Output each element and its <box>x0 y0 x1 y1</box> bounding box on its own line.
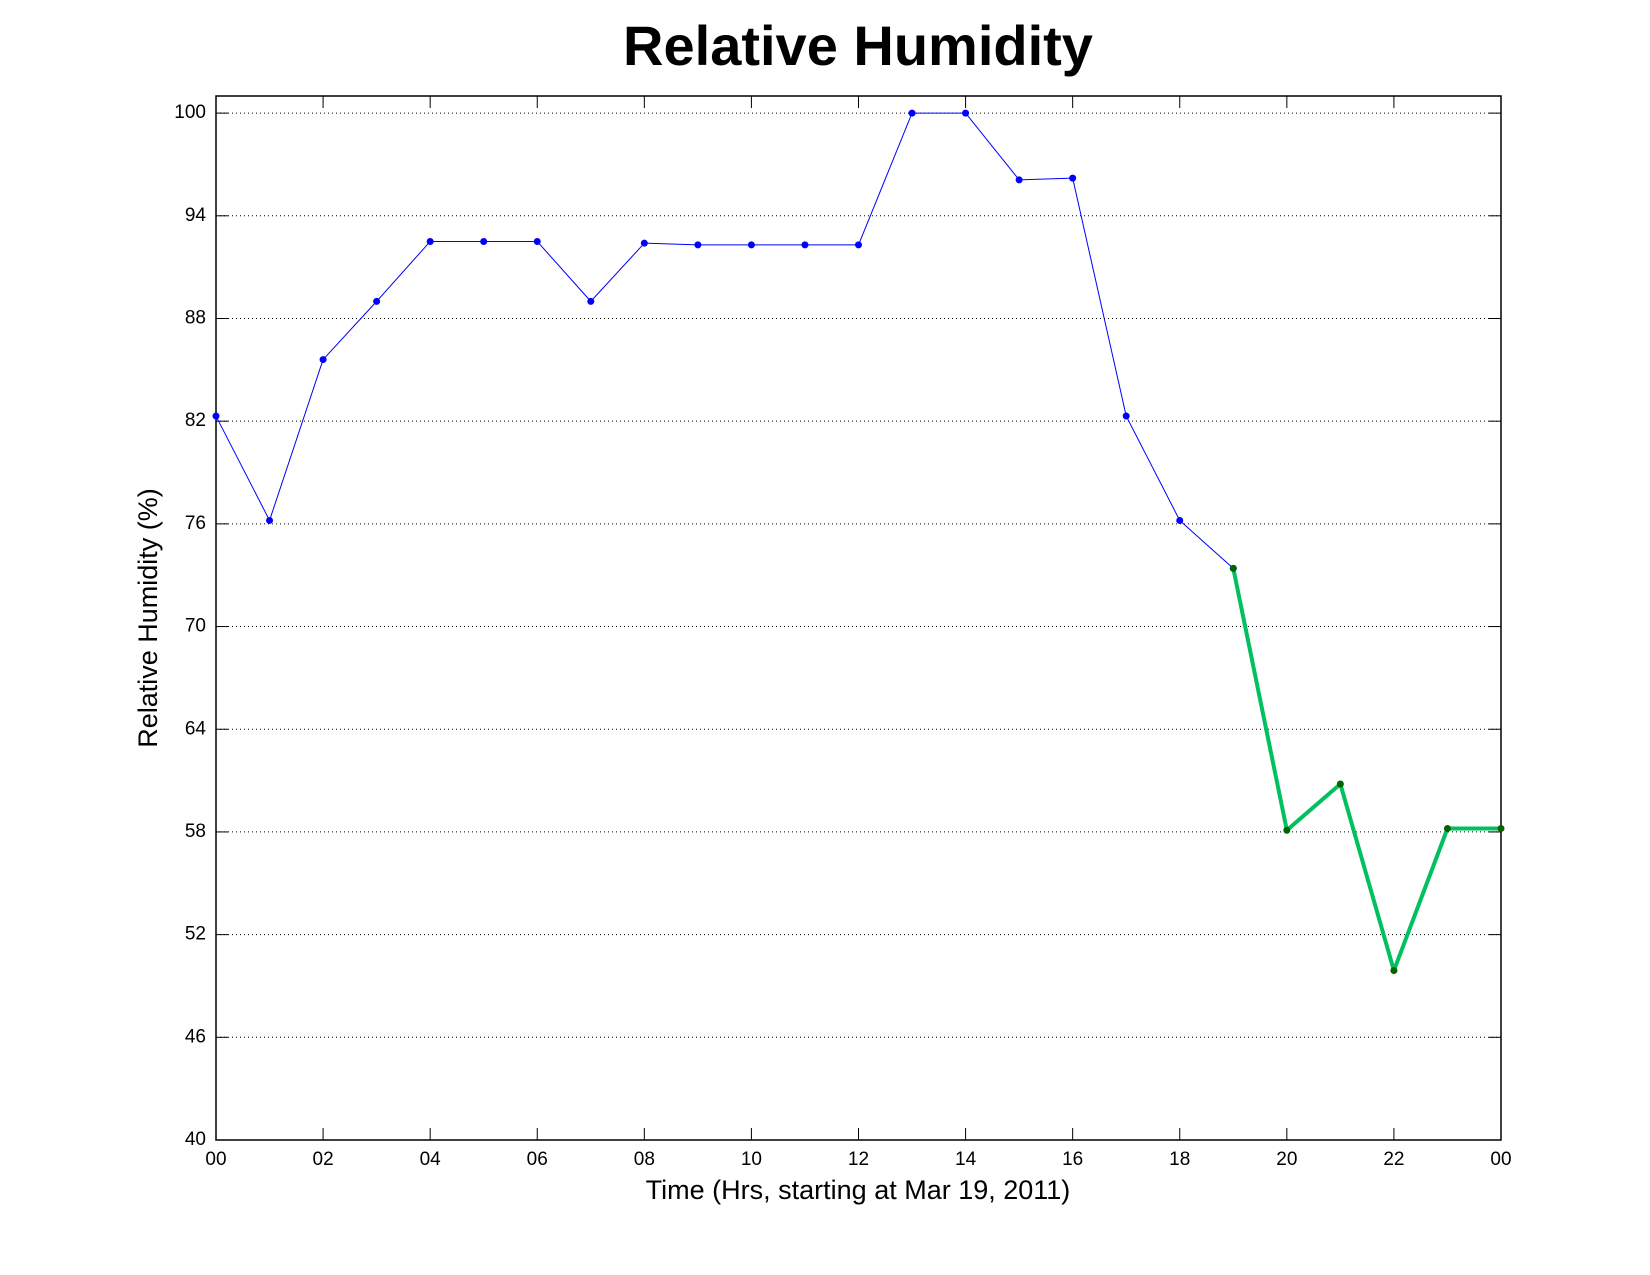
x-tick-label: 16 <box>1062 1149 1083 1170</box>
series-line <box>1231 567 1501 973</box>
x-tick-label: 14 <box>955 1149 977 1170</box>
data-point <box>747 241 755 249</box>
data-point <box>1283 826 1291 834</box>
y-tick-label: 88 <box>185 308 206 329</box>
x-tick-label: 08 <box>634 1149 655 1170</box>
data-point <box>1176 516 1184 524</box>
y-tick-label: 58 <box>185 821 206 842</box>
data-point <box>1229 564 1237 572</box>
data-point <box>640 239 648 247</box>
y-axis-label: Relative Humidity (%) <box>133 488 163 748</box>
data-point <box>1390 967 1398 975</box>
y-tick-label: 46 <box>185 1026 206 1047</box>
data-point <box>1015 176 1023 184</box>
x-tick-label: 00 <box>205 1149 226 1170</box>
data-point <box>373 297 381 305</box>
data-point <box>480 237 488 245</box>
y-tick-label: 64 <box>185 718 207 739</box>
x-axis-label: Time (Hrs, starting at Mar 19, 2011) <box>646 1175 1071 1205</box>
x-tick-label: 04 <box>420 1149 442 1170</box>
data-point <box>962 109 970 117</box>
y-tick-label: 82 <box>185 410 206 431</box>
y-tick-label: 94 <box>185 205 207 226</box>
data-point <box>533 237 541 245</box>
plot-area <box>216 96 1501 1140</box>
y-tick-label: 76 <box>185 513 206 534</box>
data-point <box>1336 780 1344 788</box>
axes-frame <box>215 95 1502 1141</box>
x-tick-label: 00 <box>1490 1149 1511 1170</box>
y-tick-label: 52 <box>185 924 206 945</box>
y-tick-label: 70 <box>185 616 206 637</box>
data-point <box>587 297 595 305</box>
data-point <box>801 241 809 249</box>
x-tick-label: 18 <box>1169 1149 1190 1170</box>
y-tick-label: 100 <box>174 102 206 123</box>
data-point <box>694 241 702 249</box>
x-tick-label: 06 <box>527 1149 548 1170</box>
data-point <box>212 412 220 420</box>
x-tick-label: 22 <box>1383 1149 1404 1170</box>
x-tick-label: 12 <box>848 1149 869 1170</box>
data-point <box>908 109 916 117</box>
data-point <box>319 356 327 364</box>
x-tick-label: 20 <box>1276 1149 1297 1170</box>
data-point <box>1497 825 1505 833</box>
data-point <box>1122 412 1130 420</box>
x-tick-label: 02 <box>313 1149 334 1170</box>
y-tick-label: 40 <box>185 1129 206 1150</box>
chart-title: Relative Humidity <box>623 14 1093 77</box>
data-point <box>1443 825 1451 833</box>
data-point <box>426 237 434 245</box>
data-point <box>266 516 274 524</box>
x-tick-label: 10 <box>741 1149 762 1170</box>
data-point <box>855 241 862 249</box>
data-point <box>1069 174 1077 182</box>
series-line <box>215 112 1234 569</box>
